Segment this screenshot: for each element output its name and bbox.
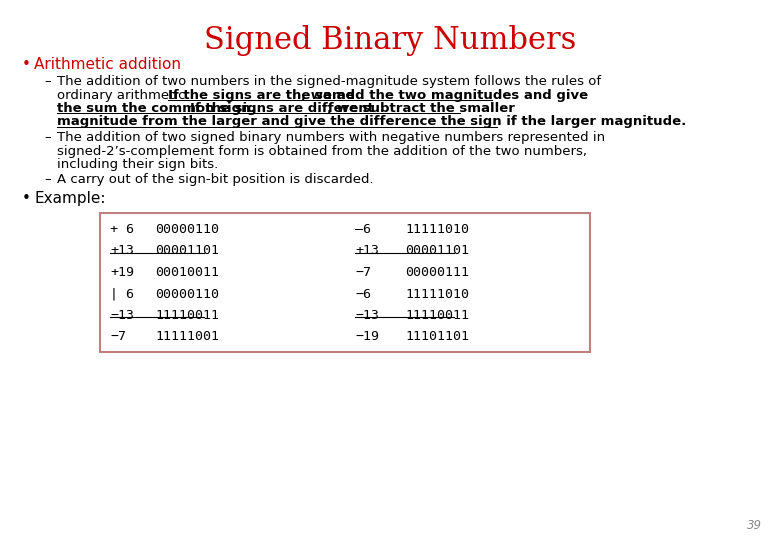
Text: | 6: | 6	[110, 287, 134, 300]
Text: Example:: Example:	[34, 191, 105, 206]
Text: +13: +13	[355, 245, 379, 258]
Text: A carry out of the sign-bit position is discarded.: A carry out of the sign-bit position is …	[57, 173, 374, 186]
Text: −7: −7	[110, 330, 126, 343]
Text: including their sign bits.: including their sign bits.	[57, 158, 218, 171]
Text: −13: −13	[355, 309, 379, 322]
Text: 39: 39	[747, 519, 762, 532]
Text: 00001101: 00001101	[155, 245, 219, 258]
Text: magnitude from the larger and give the difference the sign if the larger magnitu: magnitude from the larger and give the d…	[57, 116, 686, 129]
Text: –: –	[44, 131, 51, 144]
Text: –: –	[44, 75, 51, 88]
Text: 00010011: 00010011	[155, 266, 219, 279]
Text: + 6: + 6	[110, 223, 134, 236]
Text: −7: −7	[355, 266, 371, 279]
Text: 11111010: 11111010	[405, 223, 469, 236]
Text: –: –	[44, 173, 51, 186]
Text: , we add the two magnitudes and give: , we add the two magnitudes and give	[301, 89, 588, 102]
Text: Signed Binary Numbers: Signed Binary Numbers	[204, 25, 576, 56]
Text: •: •	[22, 57, 31, 72]
Text: 00000110: 00000110	[155, 223, 219, 236]
Text: −13: −13	[110, 309, 134, 322]
Text: signed-2’s-complement form is obtained from the addition of the two numbers,: signed-2’s-complement form is obtained f…	[57, 145, 587, 158]
Text: If the signs are the same: If the signs are the same	[168, 89, 355, 102]
Text: the sum the common sign.: the sum the common sign.	[57, 102, 261, 115]
Text: –6: –6	[355, 223, 371, 236]
Text: , we subtract the smaller: , we subtract the smaller	[328, 102, 515, 115]
Text: The addition of two signed binary numbers with negative numbers represented in: The addition of two signed binary number…	[57, 131, 605, 144]
Text: The addition of two numbers in the signed-magnitude system follows the rules of: The addition of two numbers in the signe…	[57, 75, 601, 88]
Text: 11110011: 11110011	[405, 309, 469, 322]
Text: 00001101: 00001101	[405, 245, 469, 258]
Text: 11101101: 11101101	[405, 330, 469, 343]
Text: 11110011: 11110011	[155, 309, 219, 322]
Text: +13: +13	[110, 245, 134, 258]
Text: 11111001: 11111001	[155, 330, 219, 343]
Text: 00000110: 00000110	[155, 287, 219, 300]
Text: −19: −19	[355, 330, 379, 343]
Text: •: •	[22, 191, 31, 206]
Text: 00000111: 00000111	[405, 266, 469, 279]
Text: ordinary arithmetic.: ordinary arithmetic.	[57, 89, 194, 102]
FancyBboxPatch shape	[100, 213, 590, 352]
Text: +19: +19	[110, 266, 134, 279]
Text: If the signs are different: If the signs are different	[190, 102, 374, 115]
Text: 11111010: 11111010	[405, 287, 469, 300]
Text: −6: −6	[355, 287, 371, 300]
Text: Arithmetic addition: Arithmetic addition	[34, 57, 181, 72]
